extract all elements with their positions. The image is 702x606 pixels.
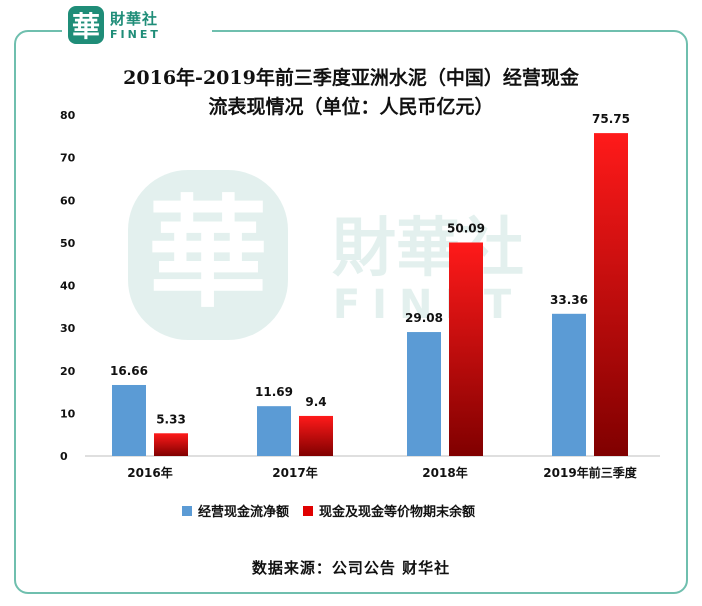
logo-name-en: FINET (110, 28, 161, 41)
data-label: 29.08 (405, 311, 443, 325)
watermark-mark: 華 (148, 183, 268, 324)
watermark-cn: 財華社 (332, 212, 524, 286)
finet-logo: 華 財華社 FINET (62, 2, 212, 50)
x-tick-label: 2019年前三季度 (543, 465, 637, 480)
chart-title: 2016年-2019年前三季度亚洲水泥（中国）经营现金 流表现情况（单位：人民币… (60, 64, 642, 122)
bar-operating-cash-flow (407, 332, 441, 456)
x-tick-label: 2016年 (127, 465, 172, 480)
data-label: 33.36 (550, 293, 588, 307)
data-label: 50.09 (447, 221, 485, 235)
legend-label: 现金及现金等价物期末余额 (319, 505, 476, 520)
legend-item-cash-balance: 现金及现金等价物期末余额 (303, 501, 475, 520)
bar-operating-cash-flow (112, 384, 146, 456)
bar-operating-cash-flow (552, 313, 586, 456)
watermark-seal-icon (128, 170, 288, 340)
legend-item-operating-cash-flow: 经营现金流净额 (182, 501, 289, 520)
data-label: 16.66 (110, 364, 148, 378)
chart-title-line1: 2016年-2019年前三季度亚洲水泥（中国）经营现金 (123, 67, 579, 89)
bar-cash-balance (299, 415, 333, 456)
bar-cash-balance (449, 242, 483, 456)
y-tick-label: 30 (60, 322, 76, 335)
y-tick-label: 10 (60, 407, 76, 420)
legend-label: 经营现金流净额 (198, 505, 290, 520)
y-tick-label: 70 (60, 152, 76, 165)
logo-mark-icon: 華 (68, 6, 104, 44)
data-label: 11.69 (255, 385, 293, 399)
bar-operating-cash-flow (257, 406, 291, 456)
source-note: 数据来源：公司公告 财华社 (251, 559, 451, 577)
legend: 经营现金流净额 现金及现金等价物期末余额 (182, 501, 489, 520)
x-axis: 2016年 2017年 2018年 2019年前三季度 (127, 465, 637, 480)
y-tick-label: 0 (60, 450, 68, 463)
bar-cash-balance (154, 433, 188, 456)
y-tick-label: 40 (60, 280, 76, 293)
y-axis: 0 10 20 30 40 50 60 70 80 (60, 109, 76, 463)
y-tick-label: 50 (60, 237, 76, 250)
bars: 16.66 11.69 29.08 33.36 5.33 9.4 50.09 75.75 (110, 112, 630, 456)
y-tick-label: 20 (60, 365, 76, 378)
legend-swatch-red (303, 505, 314, 516)
x-tick-label: 2018年 (422, 465, 467, 480)
bar-cash-balance (594, 133, 628, 456)
chart-title-line2: 流表现情况（单位：人民币亿元） (208, 96, 494, 118)
data-label: 9.4 (305, 395, 326, 409)
legend-swatch-blue (182, 505, 192, 516)
y-tick-label: 60 (60, 194, 76, 207)
chart-frame (14, 30, 688, 594)
x-tick-label: 2017年 (272, 465, 317, 480)
data-label: 5.33 (156, 412, 186, 426)
data-label: 75.75 (592, 112, 630, 126)
y-tick-label: 80 (60, 109, 76, 122)
logo-name-cn: 財華社 (110, 10, 159, 28)
